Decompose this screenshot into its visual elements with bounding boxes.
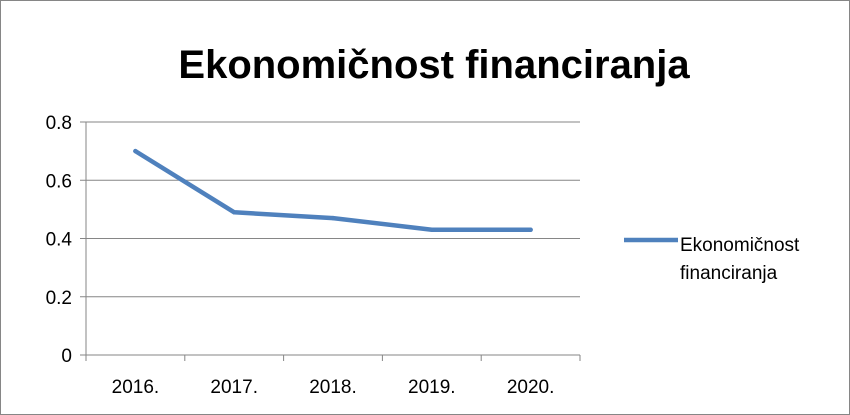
x-tick-label-1: 2017. [210,377,258,398]
series-group [133,148,533,233]
series-point-0-4 [528,227,533,232]
series-point-0-3 [429,227,434,232]
series-point-0-2 [330,215,336,221]
legend-label-line-0: Ekonomičnost [680,235,800,256]
x-tick-label-0: 2016. [112,377,160,398]
x-tick-label-4: 2020. [507,377,555,398]
x-tick-label-2: 2018. [309,377,357,398]
y-tick-label-3: 0.6 [46,171,72,192]
axes [80,121,581,361]
chart-title: Ekonomičnost financiranja [178,43,690,87]
y-tick-label-2: 0.4 [46,230,73,251]
legend-label-line-1: financiranja [680,263,778,284]
series-point-0-0 [133,148,138,154]
y-tick-label-0: 0 [61,346,72,367]
series-point-0-1 [232,210,237,215]
legend: Ekonomičnost financiranja [624,235,800,284]
gridlines [86,121,580,298]
y-tick-labels: 0 0.2 0.4 0.6 0.8 [46,113,73,367]
x-tick-label-3: 2019. [408,377,456,398]
y-tick-label-1: 0.2 [46,288,72,309]
x-tick-labels: 2016. 2017. 2018. 2019. 2020. [112,377,555,398]
y-tick-label-4: 0.8 [46,113,72,134]
